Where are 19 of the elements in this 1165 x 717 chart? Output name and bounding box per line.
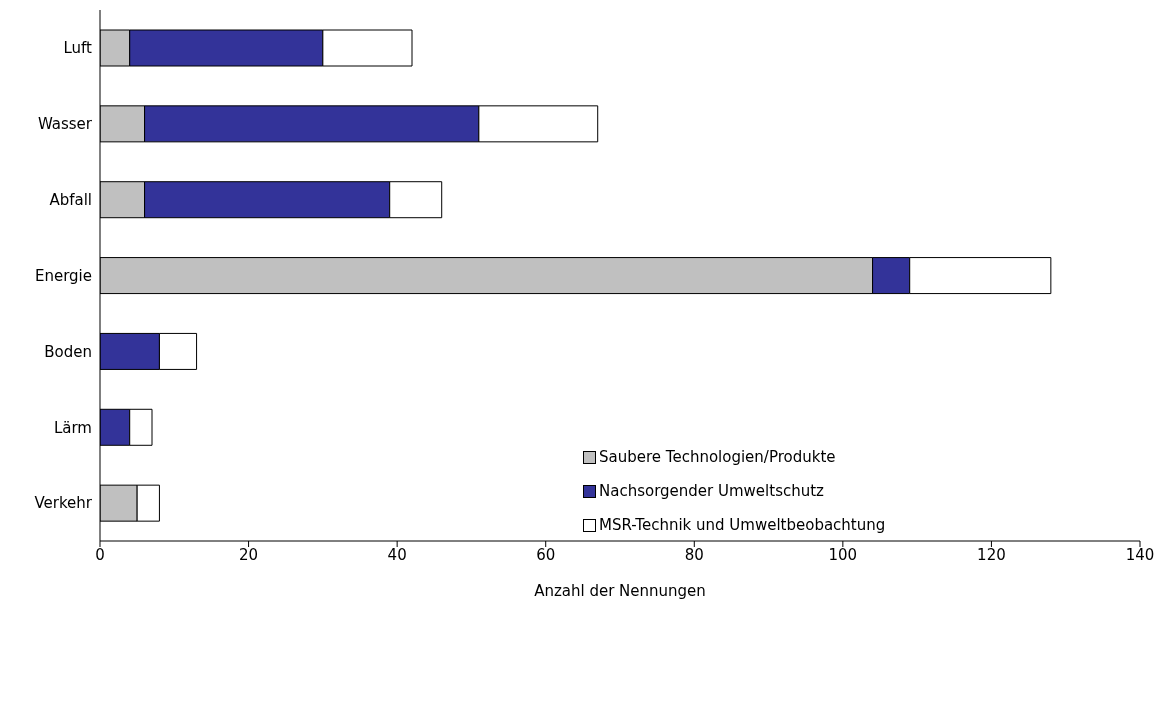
x-tick-label: 120 [977, 545, 1006, 564]
y-tick-label: Abfall [49, 190, 92, 209]
y-tick-label: Lärm [53, 418, 92, 437]
x-tick-label: 60 [536, 545, 556, 564]
y-tick-label: Wasser [37, 115, 93, 134]
y-tick-label: Energie [34, 266, 92, 285]
x-tick-label: 20 [239, 545, 259, 564]
legend-label: Saubere Technologien/Produkte [599, 448, 836, 466]
legend-label: MSR-Technik und Umweltbeobachtung [599, 516, 886, 534]
x-tick-label: 80 [684, 545, 704, 564]
legend-label: Nachsorgender Umweltschutz [599, 482, 824, 500]
x-tick-label: 140 [1125, 545, 1155, 564]
x-axis-title: Anzahl der Nennungen [534, 582, 706, 600]
x-tick-label: 100 [828, 545, 858, 564]
x-tick-label: 0 [95, 545, 105, 564]
x-tick-label: 40 [387, 545, 407, 564]
y-tick-label: Boden [44, 342, 92, 361]
y-tick-label: Luft [63, 39, 93, 58]
y-tick-label: Verkehr [34, 494, 93, 513]
